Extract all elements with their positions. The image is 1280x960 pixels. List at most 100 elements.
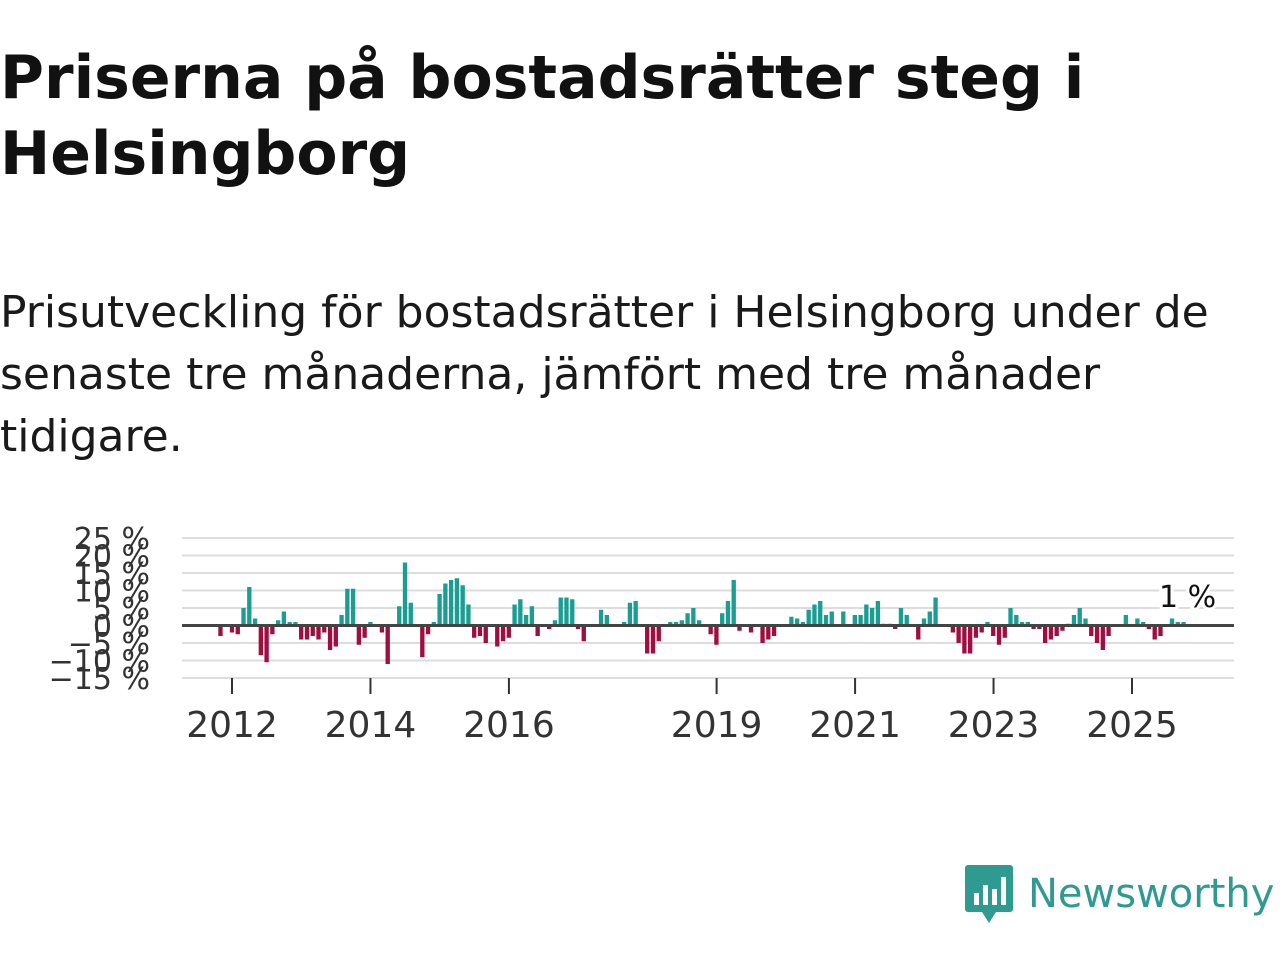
bar: [1031, 625, 1036, 629]
bar: [264, 625, 269, 663]
bar: [570, 599, 575, 626]
bar: [1002, 625, 1007, 638]
bar: [397, 606, 402, 626]
bar: [720, 613, 725, 626]
bar: [962, 625, 967, 654]
bar: [581, 625, 586, 642]
bar: [760, 625, 765, 643]
bar: [621, 622, 627, 626]
bar: [973, 625, 979, 638]
bar: [523, 615, 529, 626]
bar: [679, 620, 684, 626]
bar: [1094, 625, 1100, 643]
bar: [1014, 615, 1019, 626]
y-tick-label: 25 %: [74, 522, 150, 557]
bar: [794, 618, 800, 626]
x-tick-label: 2012: [186, 705, 278, 746]
bar: [800, 622, 806, 626]
bar: [437, 594, 442, 626]
newsworthy-logo-icon: [965, 865, 1013, 923]
bar: [287, 622, 292, 626]
bar: [322, 625, 327, 633]
bar: [454, 578, 460, 626]
bar: [448, 580, 454, 626]
bar: [1169, 618, 1175, 626]
bar: [645, 625, 650, 654]
bar: [218, 625, 223, 636]
bar: [691, 608, 696, 626]
bar: [431, 622, 436, 626]
bar: [1071, 615, 1077, 626]
bar: [379, 625, 385, 633]
bar: [996, 625, 1002, 645]
bar: [818, 601, 823, 626]
x-tick-label: 2019: [671, 705, 763, 746]
bar: [1008, 608, 1013, 626]
bar: [1152, 625, 1157, 640]
bar: [812, 604, 817, 626]
bar: [1123, 615, 1129, 626]
y-tick-label: 5 %: [93, 592, 150, 627]
bar: [823, 615, 829, 626]
bar: [979, 625, 984, 633]
bar: [281, 611, 287, 626]
bar: [1083, 618, 1088, 626]
bar: [933, 597, 938, 626]
page-title: Priserna på bostadsrätter steg i Helsing…: [0, 43, 1085, 189]
bar: [633, 601, 638, 626]
bar: [385, 625, 390, 664]
bar: [356, 625, 362, 645]
bar: [806, 609, 811, 626]
bar: [518, 599, 523, 626]
bar: [748, 625, 754, 633]
bar: [408, 602, 413, 626]
bar: [495, 625, 500, 647]
bar: [725, 601, 731, 626]
bar: [362, 625, 367, 638]
bar: [339, 615, 344, 626]
bar: [1089, 625, 1094, 636]
bar: [483, 625, 488, 643]
bar: [921, 618, 927, 626]
bar: [1100, 625, 1105, 650]
bar: [547, 625, 552, 629]
bar: [708, 625, 713, 635]
x-tick-label: 2021: [809, 705, 901, 746]
bar: [270, 625, 275, 635]
bar: [875, 601, 881, 626]
bar: [229, 625, 235, 633]
bar: [869, 608, 875, 626]
bar: [1037, 625, 1042, 629]
bar: [1048, 625, 1054, 640]
bar: [552, 620, 558, 626]
bar: [472, 625, 477, 638]
bar-chart: −15 %−10 %−5 %0 %5 %10 %15 %20 %25 % 201…: [49, 522, 1234, 746]
bar: [916, 625, 921, 640]
bar: [668, 622, 673, 626]
annotations: 1 %: [1156, 577, 1219, 618]
bar: [893, 625, 898, 629]
bar: [968, 625, 973, 654]
bar: [477, 625, 483, 636]
bar: [247, 587, 252, 626]
bar: [535, 625, 540, 636]
bar: [258, 625, 263, 656]
bar: [466, 604, 471, 626]
bar: [1141, 622, 1146, 626]
bar: [1175, 622, 1180, 626]
bar: [350, 588, 356, 626]
bar: [420, 625, 425, 657]
bar: [714, 625, 719, 645]
bar: [252, 618, 258, 626]
bar: [598, 609, 604, 626]
bar: [1077, 608, 1082, 626]
bar: [443, 583, 448, 626]
bar: [696, 620, 702, 626]
bar: [368, 622, 373, 626]
bar: [402, 562, 408, 626]
bar: [564, 597, 569, 626]
x-tick-label: 2014: [325, 705, 417, 746]
bar: [241, 608, 246, 626]
y-tick-label: 0 %: [93, 610, 150, 645]
bar: [673, 622, 679, 626]
